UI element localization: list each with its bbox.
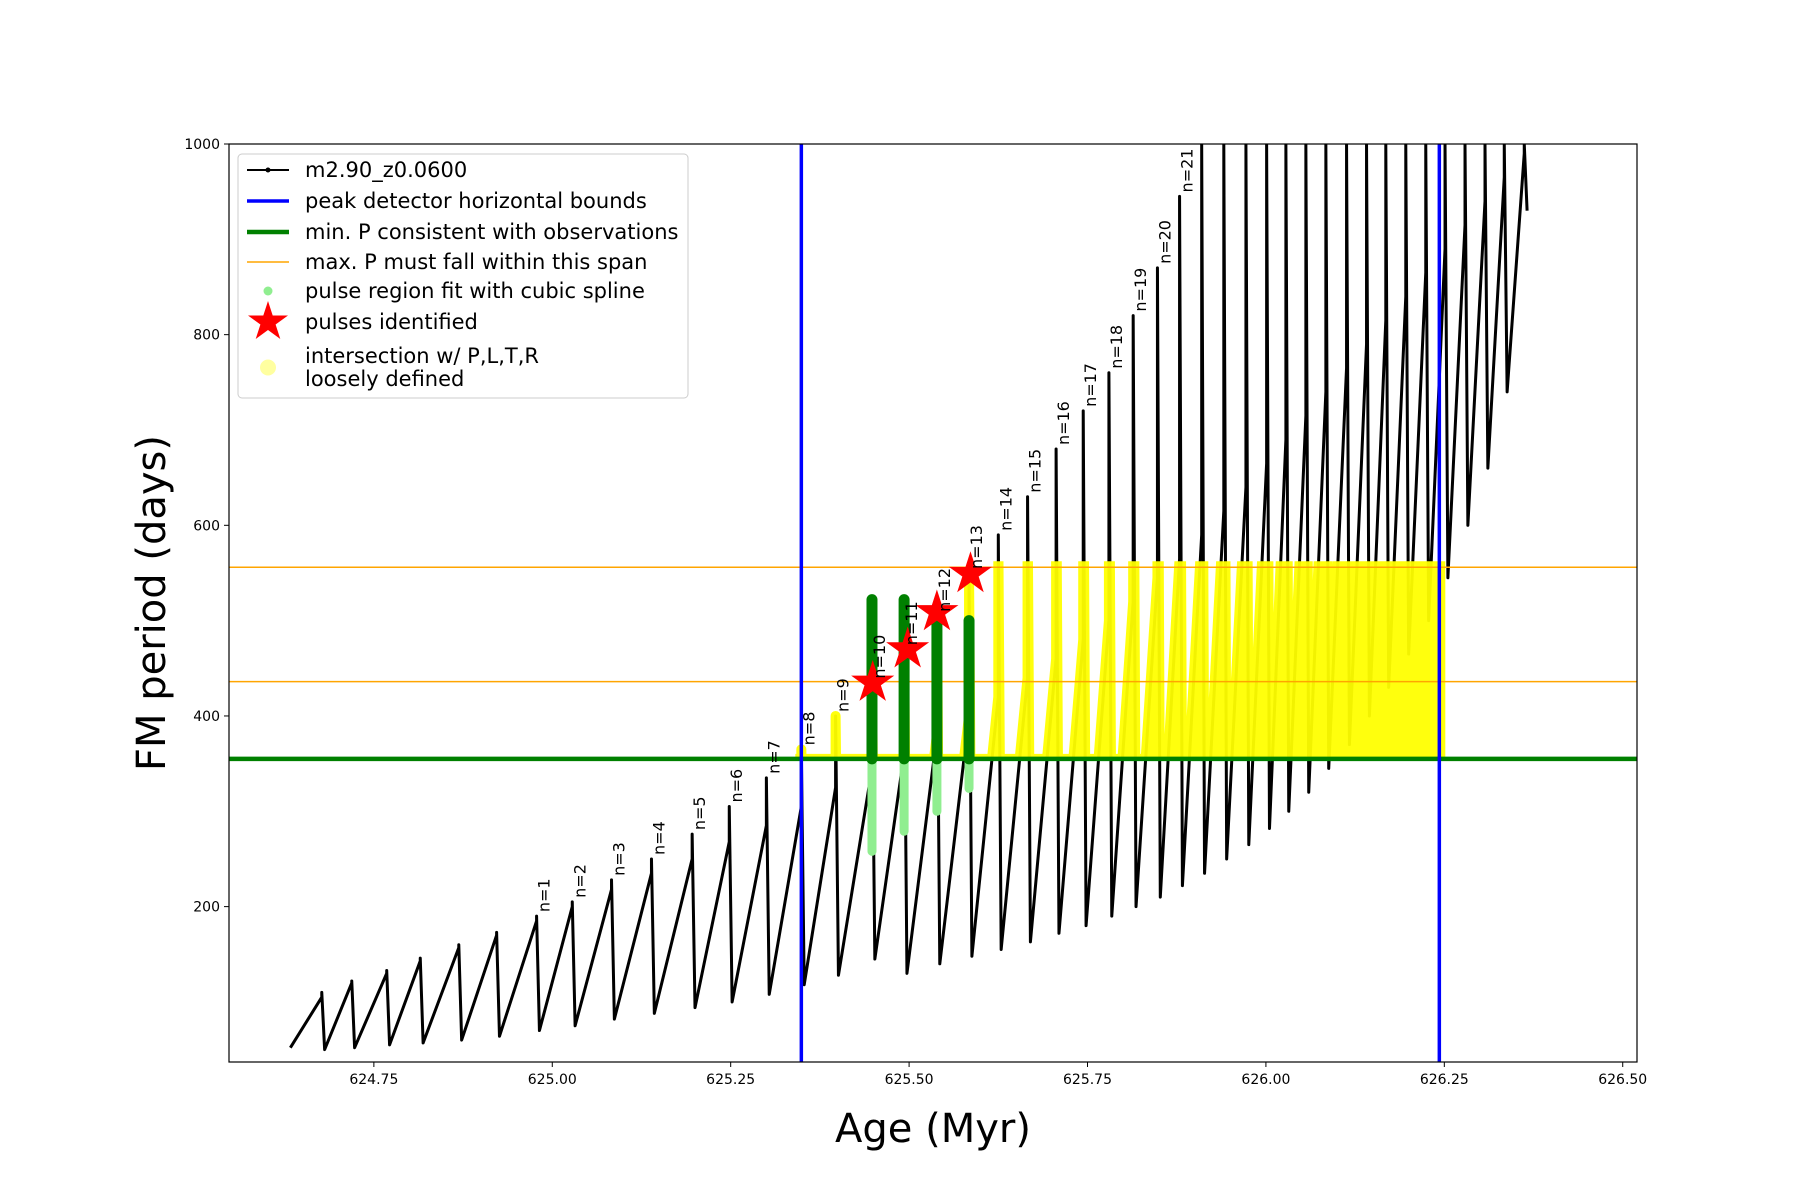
x-tick-label: 626.50: [1598, 1072, 1647, 1088]
pulse-label: n=6: [727, 769, 746, 803]
pulse-label: n=5: [690, 796, 709, 830]
legend-label: max. P must fall within this span: [305, 250, 647, 274]
series-line: [289, 144, 1529, 1052]
legend-box: [237, 153, 689, 399]
axes-frame: [228, 143, 1638, 1063]
legend-dot: [260, 359, 276, 376]
x-tick-label: 625.50: [885, 1072, 934, 1088]
x-tick-label: 624.75: [349, 1072, 398, 1088]
pulse-label: n=12: [935, 568, 954, 612]
pulse-label: n=4: [649, 821, 668, 855]
pulse-label: n=16: [1054, 401, 1073, 445]
legend-dot: [263, 286, 273, 296]
legend-label: pulses identified: [305, 310, 478, 334]
pulse-label: n=3: [610, 842, 629, 876]
pulse-star: [886, 626, 930, 668]
pulse-label: n=17: [1081, 363, 1100, 407]
pulse-label: n=14: [996, 487, 1015, 531]
pulse-label: n=7: [764, 740, 783, 774]
intersection-area: [795, 561, 1446, 759]
pulse-label: n=8: [799, 712, 818, 746]
y-tick-label: 200: [193, 900, 220, 916]
pulse-label: n=15: [1026, 449, 1045, 493]
pulse-label: n=20: [1155, 220, 1174, 264]
pulse-label: n=9: [834, 678, 853, 712]
pulse-label: n=2: [570, 864, 589, 898]
axes: 624.75 625.00 625.25 625.50 625.75 626.00 626.…: [184, 137, 1647, 1088]
y-tick-label: 600: [193, 518, 220, 534]
y-axis-label: FM period (days): [129, 435, 175, 771]
legend-label: peak detector horizontal bounds: [305, 189, 647, 213]
pulse-label: n=21: [1178, 149, 1197, 193]
legend-label: m2.90_z0.0600: [305, 158, 467, 183]
legend-label: intersection w/ P,L,T,R: [305, 344, 539, 368]
legend-label: loosely defined: [305, 367, 464, 391]
pulse-label: n=13: [967, 525, 986, 569]
x-tick-label: 626.25: [1420, 1072, 1469, 1088]
pulse-star: [915, 589, 959, 631]
y-tick-label: 400: [193, 709, 220, 725]
y-tick-label: 1000: [184, 137, 220, 153]
pulse-label: n=10: [870, 635, 889, 679]
pulse-label: n=19: [1131, 268, 1150, 312]
x-axis-label: Age (Myr): [835, 1106, 1031, 1152]
pulse-label: n=1: [535, 878, 554, 912]
pulse-label: n=11: [902, 601, 921, 645]
x-tick-label: 626.00: [1241, 1072, 1290, 1088]
y-tick-label: 800: [193, 328, 220, 344]
x-tick-label: 625.75: [1063, 1072, 1112, 1088]
pulse-star: [948, 551, 992, 593]
x-tick-label: 625.25: [706, 1072, 755, 1088]
plot-area: [229, 144, 1637, 1062]
legend-label: min. P consistent with observations: [305, 220, 678, 244]
pulse-star: [851, 659, 895, 701]
x-tick-label: 625.00: [528, 1072, 577, 1088]
legend-label: pulse region fit with cubic spline: [305, 279, 645, 303]
legend-dot: [265, 167, 271, 173]
legend-star: [248, 301, 288, 339]
pulse-label: n=18: [1107, 325, 1126, 369]
intersection-region: [795, 561, 1446, 759]
